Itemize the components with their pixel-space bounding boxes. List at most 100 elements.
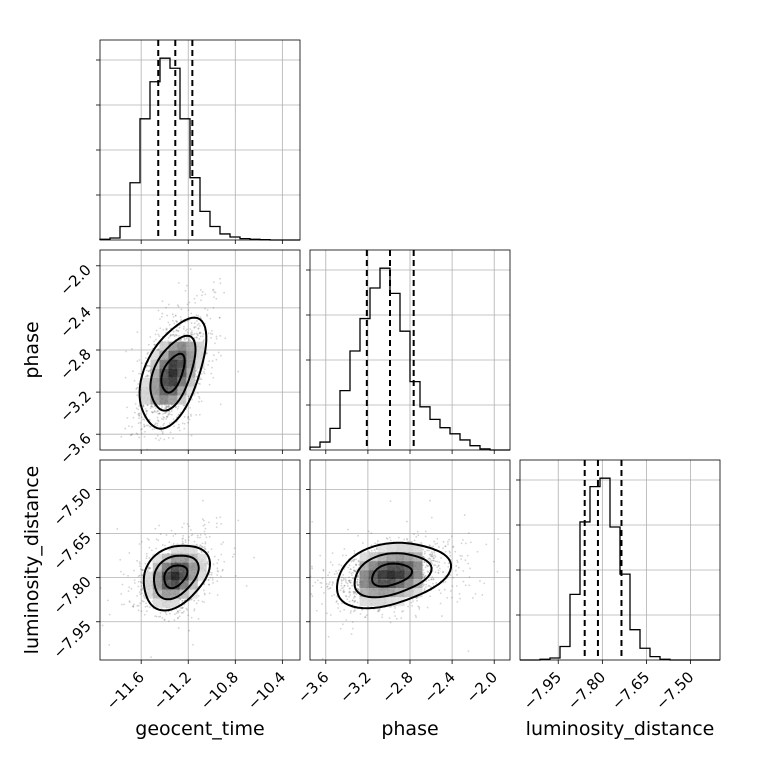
scatter-point — [207, 578, 210, 581]
scatter-point — [163, 438, 166, 441]
scatter-point — [140, 416, 143, 418]
scatter-point — [220, 354, 222, 357]
scatter-point — [138, 436, 140, 439]
scatter-point — [202, 589, 205, 592]
scatter-point — [188, 301, 191, 304]
scatter-point — [224, 337, 227, 340]
scatter-point — [423, 576, 426, 578]
scatter-point — [311, 567, 314, 570]
scatter-point — [174, 533, 177, 536]
scatter-point — [350, 633, 353, 636]
density-cell — [152, 598, 162, 608]
scatter-point — [189, 268, 192, 271]
scatter-point — [217, 570, 220, 573]
scatter-point — [348, 590, 351, 593]
scatter-point — [474, 592, 477, 595]
scatter-point — [450, 535, 453, 538]
scatter-point — [146, 524, 148, 526]
scatter-point — [416, 596, 419, 599]
scatter-point — [432, 545, 435, 548]
scatter-point — [158, 412, 161, 415]
scatter-point — [208, 583, 211, 586]
scatter-point — [333, 573, 336, 576]
scatter-point — [195, 336, 198, 338]
scatter-point — [429, 560, 432, 563]
scatter-point — [201, 550, 203, 553]
scatter-point — [191, 533, 194, 536]
scatter-point — [427, 571, 430, 574]
scatter-point — [337, 607, 340, 609]
scatter-point — [144, 408, 147, 410]
scatter-point — [172, 535, 175, 537]
scatter-point — [187, 539, 190, 542]
scatter-point — [183, 337, 186, 340]
scatter-point — [355, 593, 358, 595]
scatter-point — [276, 641, 278, 643]
scatter-point — [440, 556, 442, 559]
scatter-point — [194, 302, 197, 304]
scatter-point — [189, 339, 192, 342]
scatter-point — [343, 590, 346, 593]
density-cell — [404, 561, 414, 571]
scatter-point — [193, 297, 196, 300]
scatter-point — [145, 410, 148, 413]
scatter-point — [373, 549, 376, 552]
scatter-point — [173, 613, 176, 616]
scatter-point — [194, 325, 197, 328]
scatter-point — [137, 580, 140, 583]
scatter-point — [422, 573, 425, 576]
density-cell — [368, 597, 378, 607]
scatter-point — [451, 585, 454, 587]
scatter-point — [168, 541, 171, 543]
scatter-point — [346, 598, 349, 601]
scatter-point — [352, 569, 355, 572]
scatter-point — [169, 335, 172, 338]
scatter-point — [203, 583, 205, 586]
scatter-point — [223, 560, 226, 563]
scatter-point — [183, 333, 186, 336]
scatter-point — [171, 463, 173, 465]
scatter-point — [428, 564, 430, 567]
density-cell — [161, 598, 171, 608]
scatter-point — [355, 558, 358, 561]
scatter-point — [141, 428, 143, 430]
scatter-point — [113, 484, 115, 486]
scatter-point — [163, 412, 166, 415]
scatter-point — [128, 425, 130, 428]
scatter-point — [462, 580, 465, 583]
scatter-point — [359, 613, 362, 615]
density-cell — [404, 552, 414, 562]
scatter-point — [150, 405, 153, 408]
scatter-point — [180, 318, 183, 321]
scatter-point — [406, 537, 408, 540]
scatter-point — [157, 412, 160, 415]
scatter-point — [189, 328, 192, 330]
scatter-point — [468, 584, 471, 587]
scatter-point — [138, 561, 141, 564]
scatter-point — [159, 426, 162, 428]
density-cell — [359, 561, 369, 571]
scatter-point — [214, 342, 216, 345]
tick-label-y-luminosity-distance: −7.95 — [50, 617, 95, 662]
scatter-point — [427, 558, 430, 560]
scatter-point — [138, 574, 141, 577]
scatter-point — [204, 527, 207, 530]
scatter-point — [348, 579, 351, 582]
density-cell — [186, 341, 196, 351]
tick-label-x-phase: −3.6 — [294, 668, 332, 706]
scatter-point — [448, 538, 451, 541]
scatter-point — [356, 587, 359, 590]
scatter-point — [357, 534, 359, 537]
scatter-point — [460, 558, 463, 560]
tick-label-x-geocent-time: −11.6 — [103, 668, 148, 713]
density-cell — [359, 588, 369, 598]
scatter-point — [354, 570, 357, 572]
scatter-point — [348, 571, 351, 574]
scatter-point — [137, 383, 140, 385]
scatter-point — [219, 334, 222, 337]
scatter-point — [150, 656, 152, 659]
scatter-point — [454, 550, 457, 553]
density-cell — [170, 571, 180, 581]
scatter-point — [186, 522, 189, 525]
tick-label-x-luminosity-distance: −7.50 — [652, 668, 697, 713]
